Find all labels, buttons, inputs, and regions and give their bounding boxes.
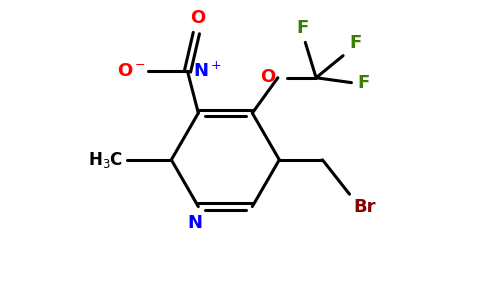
Text: F: F xyxy=(357,74,370,92)
Text: F: F xyxy=(349,34,361,52)
Text: O$^-$: O$^-$ xyxy=(117,62,146,80)
Text: N: N xyxy=(187,214,202,232)
Text: O: O xyxy=(260,68,275,86)
Text: F: F xyxy=(297,19,309,37)
Text: O: O xyxy=(190,9,205,27)
Text: Br: Br xyxy=(353,198,376,216)
Text: N$^+$: N$^+$ xyxy=(194,62,222,81)
Text: H$_3$C: H$_3$C xyxy=(88,150,123,170)
